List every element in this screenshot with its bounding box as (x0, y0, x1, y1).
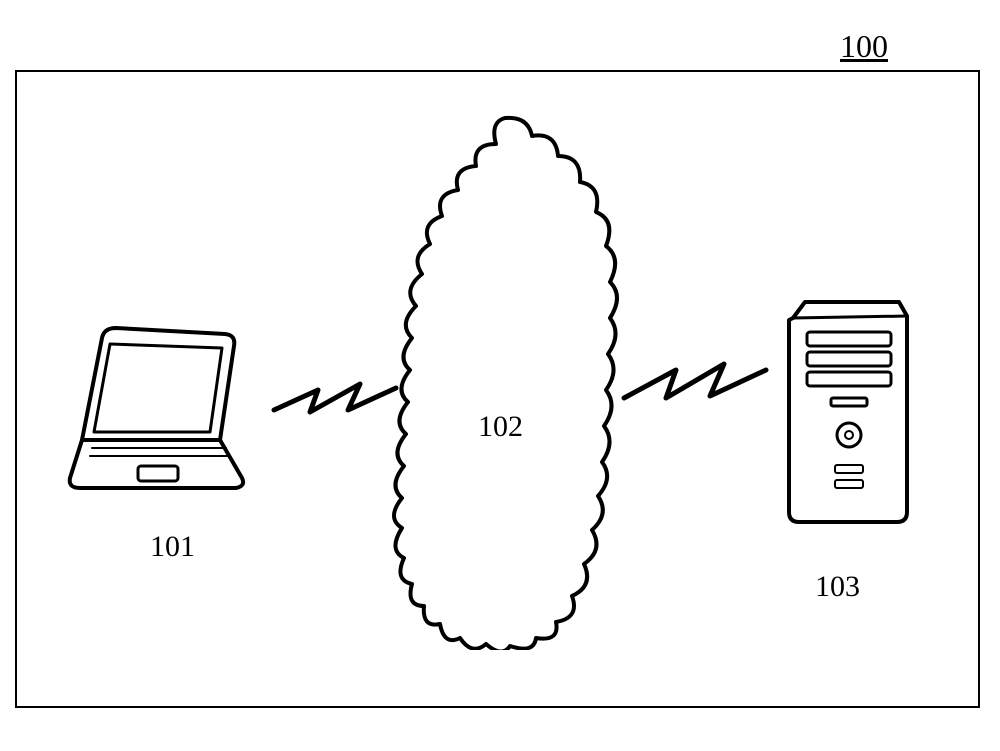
wireless-link-icon (270, 370, 400, 430)
server-label: 103 (815, 570, 860, 604)
figure-title: 100 (840, 28, 888, 65)
wireless-link-icon (620, 350, 770, 420)
cloud-label: 102 (478, 410, 523, 444)
server-icon (775, 290, 915, 530)
laptop-icon (60, 320, 260, 500)
laptop-label: 101 (150, 530, 195, 564)
cloud-icon (390, 110, 620, 650)
